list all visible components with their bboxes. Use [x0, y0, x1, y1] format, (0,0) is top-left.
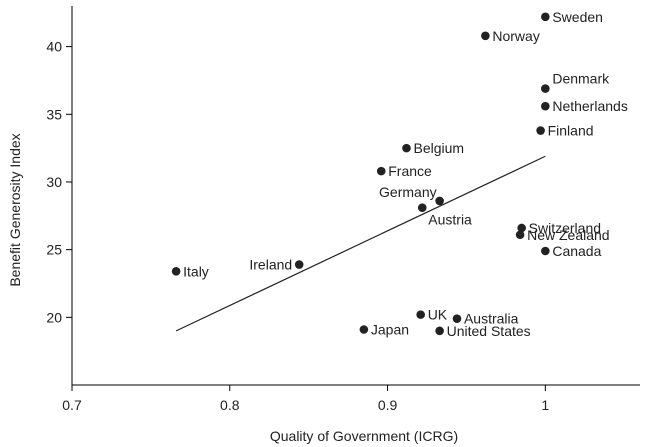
point-label: Finland — [548, 123, 594, 139]
point-label: Denmark — [552, 71, 610, 87]
x-tick-label: 0.9 — [378, 397, 398, 413]
axes: 20 25 30 35 40 0.7 0.8 0.9 1 — [46, 6, 640, 413]
x-tick-label: 0.8 — [220, 397, 240, 413]
data-point — [515, 230, 525, 240]
point-label: Japan — [371, 322, 409, 338]
point-label: Italy — [183, 263, 209, 279]
data-point — [435, 326, 444, 336]
y-tick-label: 20 — [46, 309, 62, 325]
data-point — [402, 143, 411, 153]
y-tick-label: 35 — [46, 106, 62, 122]
point-label: Sweden — [552, 9, 603, 25]
data-point — [481, 31, 490, 41]
x-tick-label: 1 — [541, 397, 549, 413]
data-point — [541, 246, 550, 256]
y-tick-label: 40 — [46, 39, 62, 55]
data-point — [171, 267, 181, 276]
data-point — [294, 260, 304, 269]
data-point — [541, 84, 550, 93]
point-label: Canada — [552, 243, 601, 259]
data-point — [517, 223, 526, 233]
y-axis-title: Benefit Generosity Index — [7, 133, 23, 286]
fit-line-group — [175, 155, 546, 332]
point-label: Netherlands — [552, 98, 628, 114]
point-label: New Zealand — [527, 227, 610, 243]
data-point — [417, 203, 427, 212]
point-label: Germany — [379, 184, 437, 200]
data-point — [541, 101, 550, 111]
point-label: Austria — [428, 212, 472, 228]
x-tick-label: 0.7 — [62, 397, 82, 413]
data-point — [452, 314, 462, 323]
data-points: Sweden Norway Denmark Netherlands Finland Bel… — [171, 9, 628, 339]
point-label: United States — [447, 323, 531, 339]
y-tick-label: 30 — [46, 174, 62, 190]
point-label: France — [388, 163, 432, 179]
point-label: UK — [428, 307, 448, 323]
x-axis-title: Quality of Government (ICRG) — [270, 428, 458, 444]
data-point — [536, 126, 545, 135]
data-point — [376, 166, 386, 176]
point-label: Norway — [492, 28, 539, 44]
fit-line — [175, 155, 546, 332]
point-label: Belgium — [413, 140, 464, 156]
point-label: Australia — [464, 311, 519, 327]
point-label: Ireland — [249, 257, 292, 273]
data-point — [541, 12, 550, 22]
data-point — [435, 196, 444, 206]
y-tick-label: 25 — [46, 242, 62, 258]
data-point — [359, 325, 369, 334]
data-point — [416, 310, 425, 319]
point-label: Switzerland — [529, 220, 601, 236]
